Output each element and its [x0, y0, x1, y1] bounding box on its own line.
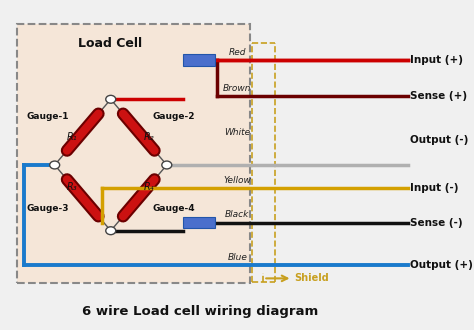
Text: Gauge-1: Gauge-1	[26, 112, 69, 121]
Text: Sense (-): Sense (-)	[410, 217, 462, 227]
Text: Brown: Brown	[223, 84, 252, 93]
Text: Gauge-3: Gauge-3	[26, 204, 69, 213]
Text: Output (-): Output (-)	[410, 135, 468, 145]
Text: White: White	[224, 128, 250, 137]
Text: 6 wire Load cell wiring diagram: 6 wire Load cell wiring diagram	[82, 305, 318, 318]
Circle shape	[106, 227, 116, 235]
Circle shape	[50, 161, 60, 169]
Circle shape	[106, 95, 116, 103]
Text: Shield: Shield	[294, 273, 329, 283]
Bar	[183, 216, 215, 228]
Text: Gauge-2: Gauge-2	[153, 112, 195, 121]
Text: R₁: R₁	[67, 132, 78, 142]
Bar	[183, 54, 215, 66]
Text: R₂: R₂	[144, 132, 155, 142]
Text: Output (+): Output (+)	[410, 260, 473, 270]
Text: Black: Black	[225, 210, 250, 219]
Circle shape	[162, 161, 172, 169]
Text: Gauge-4: Gauge-4	[153, 204, 195, 213]
Text: Blue: Blue	[228, 253, 247, 262]
Text: Yellow: Yellow	[223, 176, 251, 185]
Text: Input (-): Input (-)	[410, 183, 458, 193]
Text: R₄: R₄	[144, 182, 155, 192]
FancyBboxPatch shape	[18, 24, 250, 283]
Text: Input (+): Input (+)	[410, 55, 463, 65]
Text: Sense (+): Sense (+)	[410, 91, 467, 101]
Text: Load Cell: Load Cell	[78, 37, 142, 50]
Text: R₃: R₃	[67, 182, 78, 192]
Text: Red: Red	[228, 48, 246, 56]
